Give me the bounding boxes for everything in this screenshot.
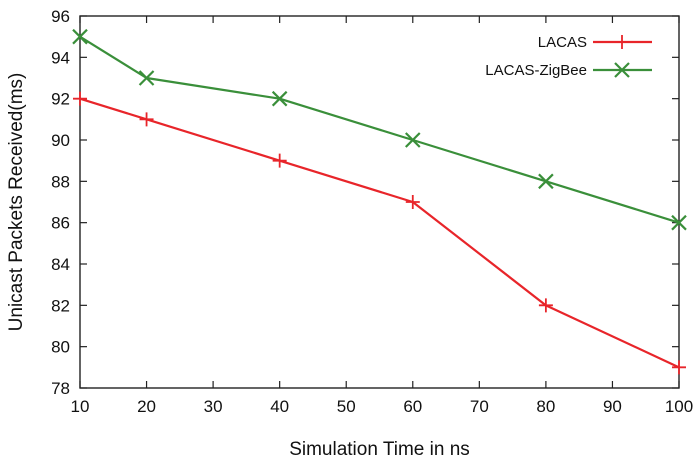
data-point-lacas-zigbee [405, 132, 421, 148]
x-tick-label: 50 [337, 397, 356, 416]
data-point-lacas [405, 195, 420, 209]
y-tick-label: 96 [51, 7, 70, 26]
y-tick-label: 86 [51, 214, 70, 233]
series-line-lacas [79, 97, 680, 369]
legend-label-lacas-zigbee: LACAS-ZigBee [485, 62, 587, 79]
legend-marker-lacas [615, 35, 629, 49]
y-axis-title: Unicast Packets Received(ms) [6, 73, 27, 332]
x-axis-title: Simulation Time in ns [289, 439, 470, 460]
legend: LACAS LACAS-ZigBee [485, 34, 652, 79]
x-tick-label: 20 [137, 397, 156, 416]
y-tick-label: 78 [51, 379, 70, 398]
x-tick-label: 80 [536, 397, 555, 416]
y-tick-label: 94 [51, 48, 70, 67]
plot-frame [79, 15, 680, 389]
data-point-lacas-zigbee [72, 28, 88, 45]
series-lacas [73, 91, 686, 375]
data-point-lacas-zigbee [138, 70, 155, 86]
data-point-lacas-zigbee [671, 214, 687, 231]
data-point-lacas [538, 298, 553, 313]
y-tick-label: 90 [51, 131, 70, 150]
y-tick-label: 84 [51, 255, 70, 274]
y-tick-label: 82 [51, 296, 70, 315]
series-lacas-zigbee [72, 28, 687, 231]
x-tick-label: 60 [403, 397, 422, 416]
x-tick-label: 40 [270, 397, 289, 416]
x-tick-label: 90 [603, 397, 622, 416]
series-line-lacas-zigbee [79, 35, 680, 224]
y-tick-label: 92 [51, 90, 70, 109]
data-point-lacas-zigbee [538, 173, 554, 190]
x-tick-label: 100 [665, 397, 693, 416]
data-point-lacas [73, 91, 87, 106]
axes: 10 20 30 40 50 60 70 80 90 100 78 80 82 84 86 88 90 92 94 9… [51, 7, 693, 416]
x-tick-label: 30 [204, 397, 223, 416]
legend-marker-lacas-zigbee [614, 62, 630, 78]
data-point-lacas [272, 153, 287, 168]
y-tick-label: 88 [51, 172, 70, 191]
data-point-lacas-zigbee [271, 90, 288, 107]
y-tick-label: 80 [51, 338, 70, 357]
series-layer [72, 28, 687, 375]
x-tick-label: 70 [470, 397, 489, 416]
data-point-lacas [672, 360, 686, 375]
legend-label-lacas: LACAS [538, 34, 587, 51]
data-point-lacas [139, 112, 154, 127]
x-tick-label: 10 [71, 397, 90, 416]
